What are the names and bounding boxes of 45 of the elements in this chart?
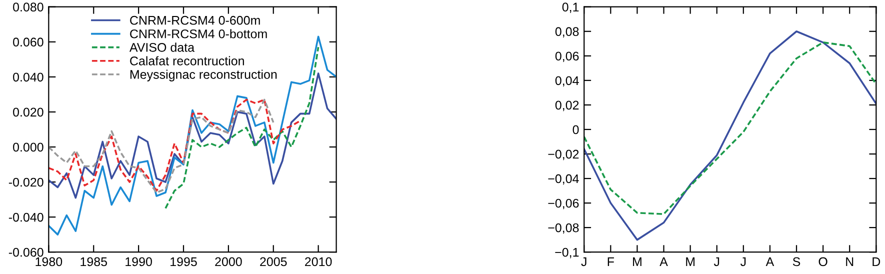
y-tick-label: 0,1 xyxy=(562,2,579,13)
x-tick-label: A xyxy=(766,257,774,266)
y-tick-label: 0 xyxy=(572,125,579,134)
legend-label: AVISO data xyxy=(129,42,195,52)
x-tick-label: J xyxy=(581,257,586,266)
y-tick-label: 0.080 xyxy=(13,2,44,12)
y-tick-label: 0,06 xyxy=(555,52,579,62)
x-tick-label: M xyxy=(686,257,694,266)
y-tick-label: −0,1 xyxy=(555,248,579,258)
y-tick-label: 0.000 xyxy=(13,142,44,152)
y-tick-label: −0,06 xyxy=(548,198,579,210)
legend-label: Calafat recontruction xyxy=(130,56,244,66)
y-tick-label: 0,02 xyxy=(555,100,579,112)
line-series xyxy=(584,42,876,215)
y-tick-label: −0,02 xyxy=(548,150,579,160)
x-tick-label: 2000 xyxy=(215,257,242,266)
y-tick-label: -0.020 xyxy=(8,178,44,187)
y-tick-label: 0.060 xyxy=(13,38,44,47)
y-tick-label: −0,04 xyxy=(548,174,579,185)
line-series xyxy=(584,30,876,241)
y-tick-label: −0,08 xyxy=(548,223,579,234)
x-tick-label: 1985 xyxy=(80,257,107,266)
x-tick-label: D xyxy=(872,257,880,266)
y-tick-label: 0,08 xyxy=(555,27,579,38)
y-tick-label: 0.040 xyxy=(13,72,44,82)
x-tick-label: A xyxy=(660,257,668,266)
y-tick-label: 0,04 xyxy=(555,76,579,87)
legend-label: CNRM-RCSM4 0-600m xyxy=(130,16,260,25)
x-tick-label: S xyxy=(792,257,800,266)
x-tick-label: F xyxy=(608,257,614,266)
x-tick-label: 1995 xyxy=(170,257,197,266)
x-tick-label: J xyxy=(714,257,720,266)
x-tick-label: J xyxy=(740,257,746,266)
x-tick-label: O xyxy=(818,257,828,266)
y-tick-label: -0.060 xyxy=(8,248,44,257)
legend-label: CNRM-RCSM4 0-bottom xyxy=(130,29,267,38)
legend-label: Meyssignac reconstruction xyxy=(130,70,277,82)
x-tick-label: 2005 xyxy=(260,257,287,266)
x-tick-label: 1980 xyxy=(36,257,62,266)
y-tick-label: 0.020 xyxy=(13,108,44,117)
x-tick-label: 1990 xyxy=(126,257,152,266)
y-tick-label: -0.040 xyxy=(8,212,44,222)
x-tick-label: N xyxy=(846,257,854,266)
x-tick-label: 2010 xyxy=(305,257,332,266)
x-tick-label: M xyxy=(633,257,642,266)
